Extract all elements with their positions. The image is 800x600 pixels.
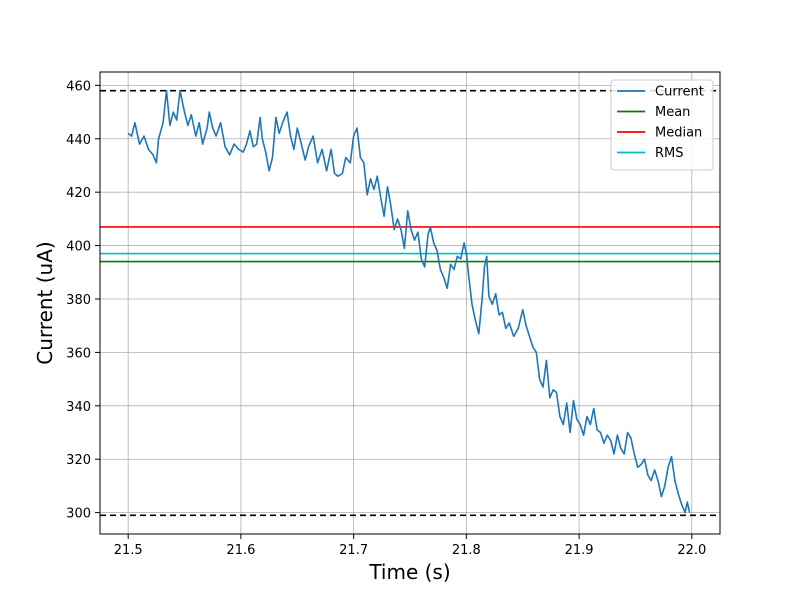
y-axis-title: Current (uA) — [33, 241, 57, 364]
series-line-current — [127, 89, 691, 514]
x-tick-label: 21.7 — [339, 543, 368, 558]
legend-label: RMS — [655, 146, 684, 161]
x-tick-label: 21.6 — [226, 543, 255, 558]
legend-box — [610, 79, 714, 171]
x-axis-title: Time (s) — [368, 560, 450, 584]
y-tick-label: 440 — [66, 133, 91, 148]
legend-label: Mean — [655, 105, 690, 120]
legend-label: Median — [655, 126, 702, 141]
grid — [100, 72, 720, 534]
y-ticks: 300 320 340 360 380 400 420 440 460 — [66, 79, 100, 522]
y-tick-label: 460 — [66, 79, 91, 94]
y-tick-label: 400 — [66, 240, 91, 255]
x-tick-label: 21.5 — [114, 543, 143, 558]
x-ticks: 21.5 21.6 21.7 21.8 21.9 22.0 — [114, 534, 706, 558]
plot-frame — [99, 71, 721, 535]
y-tick-label: 380 — [66, 293, 91, 308]
x-tick-label: 22.0 — [677, 543, 706, 558]
y-tick-label: 360 — [66, 346, 91, 361]
x-tick-label: 21.9 — [565, 543, 594, 558]
y-tick-label: 320 — [66, 453, 91, 468]
y-tick-label: 420 — [66, 186, 91, 201]
legend-label: Current — [655, 85, 704, 100]
y-tick-label: 340 — [66, 400, 91, 415]
x-tick-label: 21.8 — [452, 543, 481, 558]
y-tick-label: 300 — [66, 507, 91, 522]
series-layer — [127, 89, 691, 514]
legend: Current Mean Median RMS — [610, 79, 714, 171]
